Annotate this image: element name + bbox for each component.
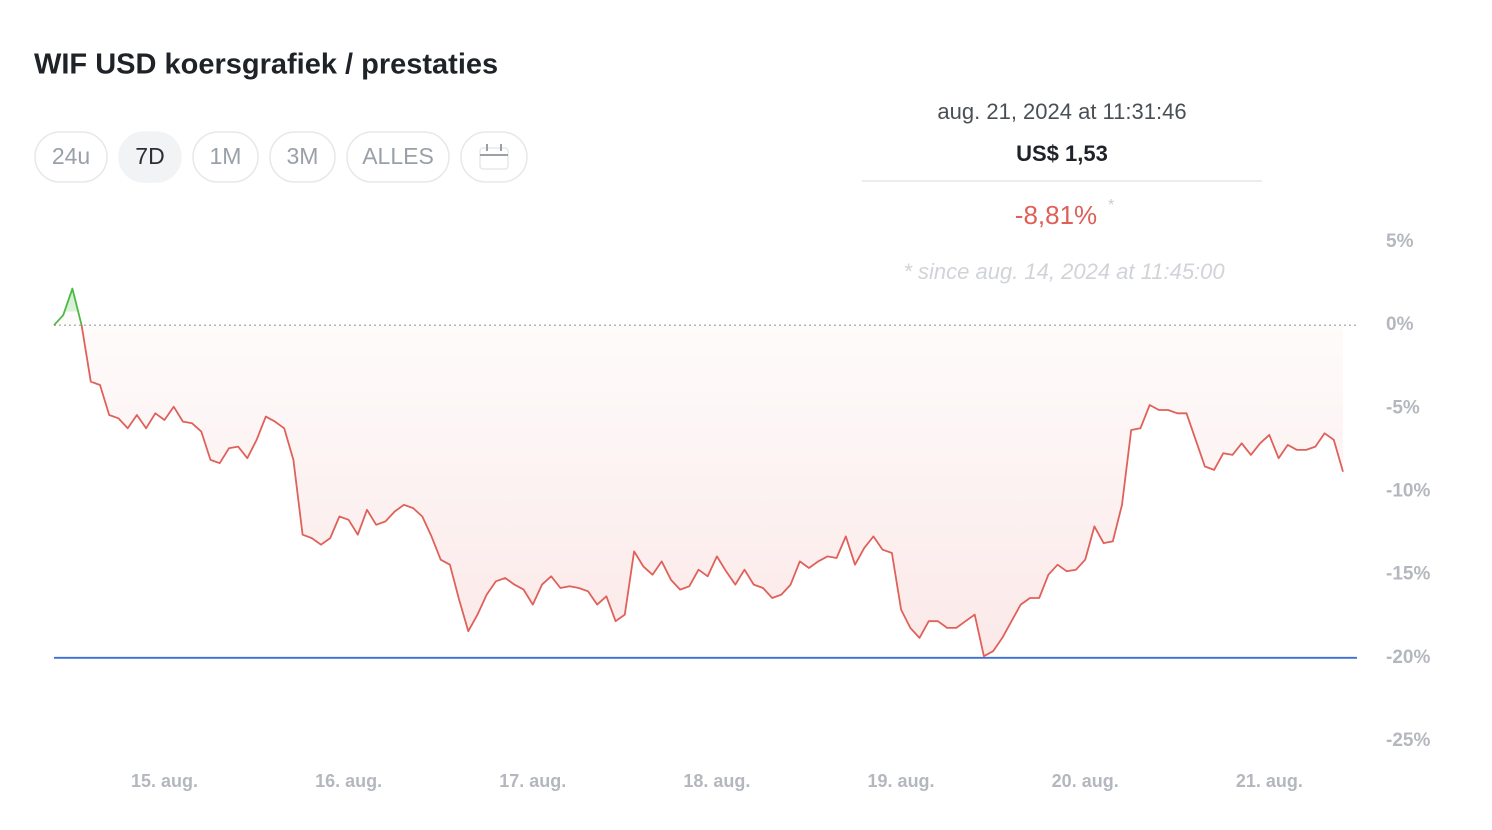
- button-label: ALLES: [362, 143, 434, 169]
- button-label: 3M: [287, 143, 319, 169]
- button-label: 24u: [52, 143, 90, 169]
- title: WIF USD koersgrafiek / prestaties: [34, 49, 498, 81]
- button-label: 7D: [135, 143, 164, 169]
- range-button[interactable]: 1M: [192, 131, 259, 183]
- x-tick-label: 15. aug.: [131, 771, 198, 791]
- range-button[interactable]: 24u: [34, 131, 108, 183]
- range-button[interactable]: ALLES: [346, 131, 450, 183]
- button-label: 1M: [210, 143, 242, 169]
- tooltip-date: aug. 21, 2024 at 11:31:46: [937, 99, 1186, 124]
- tooltip-asterisk: *: [1108, 197, 1114, 214]
- calendar-button[interactable]: [460, 131, 528, 183]
- tooltip-since: * since aug. 14, 2024 at 11:45:00: [903, 259, 1225, 284]
- tooltip: aug. 21, 2024 at 11:31:46 US$ 1,53 -8,81…: [862, 99, 1262, 284]
- tooltip-change: -8,81%: [1015, 200, 1097, 230]
- y-tick-label: 5%: [1386, 231, 1414, 252]
- y-tick-label: -5%: [1386, 397, 1420, 418]
- x-tick-label: 17. aug.: [499, 771, 566, 791]
- y-tick-label: -25%: [1386, 730, 1430, 751]
- range-button[interactable]: 7D: [118, 131, 182, 183]
- tooltip-price: US$ 1,53: [1016, 141, 1108, 166]
- y-tick-label: -20%: [1386, 647, 1430, 668]
- price-line: [53, 287, 1344, 658]
- range-button[interactable]: 3M: [269, 131, 336, 183]
- area: [54, 288, 1343, 657]
- x-tick-label: 21. aug.: [1236, 771, 1303, 791]
- y-tick-label: -10%: [1386, 481, 1430, 502]
- x-tick-label: 20. aug.: [1052, 771, 1119, 791]
- x-tick-label: 19. aug.: [868, 771, 935, 791]
- x-tick-label: 16. aug.: [315, 771, 382, 791]
- calendar-icon: [479, 144, 509, 170]
- y-tick-label: -15%: [1386, 564, 1430, 585]
- x-tick-label: 18. aug.: [683, 771, 750, 791]
- y-tick-label: 0%: [1386, 314, 1414, 335]
